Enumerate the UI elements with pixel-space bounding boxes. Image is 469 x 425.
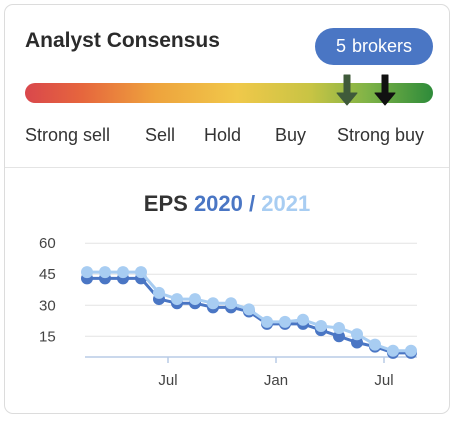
data-point-2021[interactable] [261,315,273,328]
data-point-2021[interactable] [315,319,327,332]
data-point-2020[interactable] [351,336,363,349]
data-point-2020[interactable] [333,330,345,343]
x-tick-label: Jul [374,372,393,389]
data-point-2021[interactable] [369,338,381,351]
brokers-count: 5 [335,36,346,56]
eps-title-prefix: EPS [143,191,188,216]
data-point-2021[interactable] [243,303,255,316]
data-point-2021[interactable] [117,266,129,279]
data-point-2021[interactable] [99,266,111,279]
consensus-meter [25,83,433,103]
x-tick-label: Jan [264,372,288,389]
y-tick-label: 45 [39,266,56,283]
eps-title-year-2020[interactable]: 2020 [193,191,243,216]
scale-label-strong-buy: Strong buy [337,125,425,145]
scale-label-hold: Hold [204,125,242,145]
x-tick-label: Jul [158,372,177,389]
current-consensus-arrow-icon [374,74,396,106]
y-tick-label: 30 [39,297,56,314]
data-point-2021[interactable] [207,297,219,310]
brokers-label: brokers [351,36,413,56]
data-point-2021[interactable] [279,315,291,328]
data-point-2021[interactable] [171,293,183,306]
y-tick-label: 60 [39,235,56,252]
data-point-2021[interactable] [135,266,147,279]
data-point-2021[interactable] [351,328,363,341]
eps-title-year-2021[interactable]: 2021 [261,191,311,216]
scale-label-buy: Buy [275,125,307,145]
eps-line-chart: 15 30 45 60 Jul Jan Jul [39,235,417,389]
data-point-2021[interactable] [189,293,201,306]
analyst-consensus-card: Analyst Consensus 5 brokers Strong sell … [4,4,450,414]
y-tick-label: 15 [39,328,56,345]
data-point-2021[interactable] [81,266,93,279]
previous-consensus-arrow-icon [336,74,358,106]
data-point-2021[interactable] [225,297,237,310]
brokers-badge[interactable]: 5 brokers [315,28,433,65]
data-point-2021[interactable] [387,344,399,357]
card-title: Analyst Consensus [25,29,220,52]
data-point-2021[interactable] [405,344,417,357]
data-point-2021[interactable] [333,322,345,335]
section-divider [5,167,449,168]
data-point-2021[interactable] [297,313,309,326]
scale-label-strong-sell: Strong sell [25,125,111,145]
scale-label-sell: Sell [145,125,176,145]
eps-chart-title: EPS 2020 / 2021 [5,191,449,217]
eps-title-separator: / [249,191,256,216]
data-point-2021[interactable] [153,286,165,299]
